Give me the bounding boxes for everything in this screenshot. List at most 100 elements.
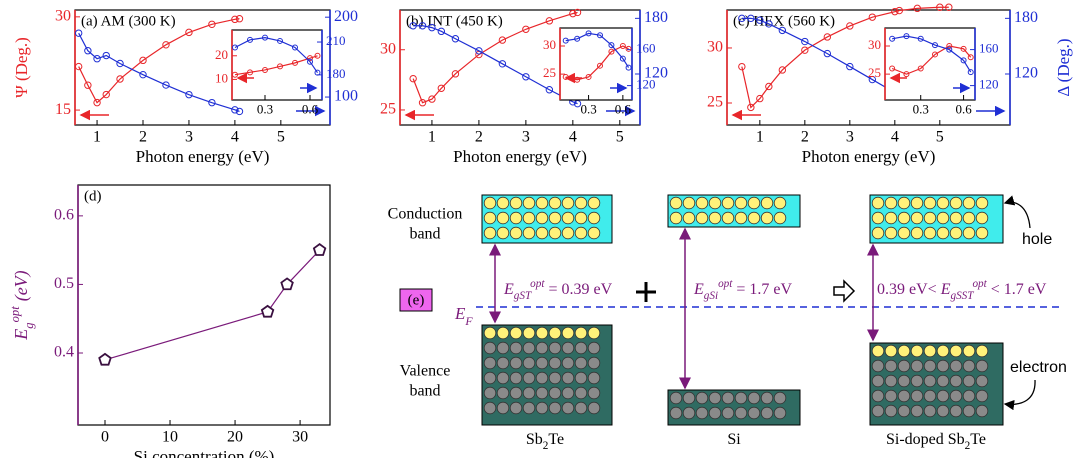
material-name: Si: [727, 431, 741, 448]
carrier: [708, 211, 722, 225]
electron-label: electron: [1010, 359, 1067, 376]
carrier: [871, 374, 885, 388]
carrier: [561, 401, 575, 415]
data-point: [277, 37, 283, 44]
carrier: [535, 356, 549, 370]
carrier: [548, 371, 562, 385]
carrier: [897, 196, 911, 210]
data-point: [936, 3, 944, 11]
carrier: [923, 359, 937, 373]
carrier: [522, 386, 536, 400]
carrier: [884, 344, 898, 358]
data-point: [409, 74, 417, 83]
y-tick-label: 0.5: [54, 275, 74, 292]
carrier: [923, 374, 937, 388]
carrier: [483, 326, 497, 340]
carrier: [548, 326, 562, 340]
gap-label-part: opt: [718, 278, 733, 290]
carrier: [721, 391, 735, 405]
fermi-label: EF: [454, 304, 473, 328]
carrier: [949, 226, 963, 240]
x-tick-label: 20: [227, 428, 243, 445]
carrier: [884, 226, 898, 240]
carrier: [871, 196, 885, 210]
data-point: [917, 35, 924, 42]
series-line: [78, 32, 240, 112]
x-axis-label: Si concentration (%): [134, 447, 275, 458]
carrier: [496, 211, 510, 225]
carrier: [910, 226, 924, 240]
data-point: [625, 45, 632, 52]
data-point: [913, 4, 922, 13]
material-name-part: 2: [965, 440, 971, 452]
carrier: [496, 401, 510, 415]
carrier: [561, 341, 575, 355]
x-tick-label: 0.3: [257, 101, 273, 116]
y2-tick-label: 120: [1014, 65, 1038, 82]
carrier: [695, 196, 709, 210]
gap-label: EgSiopt = 1.7 eV: [693, 278, 793, 302]
y-tick-label: 25: [868, 65, 881, 80]
y2-tick-label: 120: [979, 77, 999, 92]
carrier: [561, 326, 575, 340]
data-point: [747, 14, 755, 23]
data-point: [801, 46, 809, 54]
data-point: [895, 6, 904, 15]
carrier: [923, 344, 937, 358]
y-tick-label: 0.6: [54, 207, 74, 224]
x-tick-label: 0.3: [913, 101, 929, 116]
x-tick-label: 1: [93, 128, 101, 145]
data-point: [823, 33, 832, 41]
carrier: [897, 226, 911, 240]
carrier: [923, 226, 937, 240]
data-point: [945, 3, 953, 11]
carrier: [923, 211, 937, 225]
data-point: [262, 66, 268, 73]
y2-tick-label: 180: [326, 66, 346, 81]
carrier: [734, 391, 748, 405]
carrier: [734, 196, 748, 210]
gap-label: 0.39 eV< EgSSTopt < 1.7 eV: [877, 278, 1047, 302]
carrier: [574, 326, 588, 340]
gap-label-part: opt: [972, 278, 987, 290]
x-tick-label: 5: [277, 128, 285, 145]
y-tick-label: 30: [543, 37, 556, 52]
data-point: [608, 42, 615, 49]
data-point: [932, 51, 938, 58]
series-line: [104, 249, 321, 361]
data-point: [102, 51, 110, 60]
data-point: [231, 15, 239, 24]
x-tick-label: 5: [616, 128, 624, 145]
carrier: [936, 359, 950, 373]
data-point: [84, 81, 92, 89]
carrier: [884, 359, 898, 373]
data-point: [946, 43, 953, 49]
carrier: [975, 211, 989, 225]
carrier: [871, 404, 885, 418]
carrier: [509, 196, 523, 210]
carrier: [574, 401, 588, 415]
carrier: [975, 226, 989, 240]
carrier: [587, 326, 601, 340]
material-name: Sb2Te: [526, 431, 564, 452]
carrier: [936, 211, 950, 225]
hole-pointer: [1003, 195, 1031, 229]
carrier: [871, 226, 885, 240]
y-tick-label: 10: [215, 70, 228, 85]
conduction-label: Conduction: [388, 206, 463, 223]
data-point: [93, 55, 101, 63]
carrier: [574, 226, 588, 240]
data-point: [778, 26, 787, 35]
y-tick-label: 20: [215, 47, 228, 62]
data-point: [868, 75, 877, 84]
carrier: [760, 196, 774, 210]
carrier: [535, 341, 549, 355]
carrier: [548, 211, 562, 225]
carrier: [483, 356, 497, 370]
x-tick-label: 3: [185, 128, 193, 145]
carrier: [548, 226, 562, 240]
carrier: [509, 401, 523, 415]
data-point: [498, 60, 507, 68]
carrier: [587, 196, 601, 210]
data-point: [823, 49, 832, 58]
